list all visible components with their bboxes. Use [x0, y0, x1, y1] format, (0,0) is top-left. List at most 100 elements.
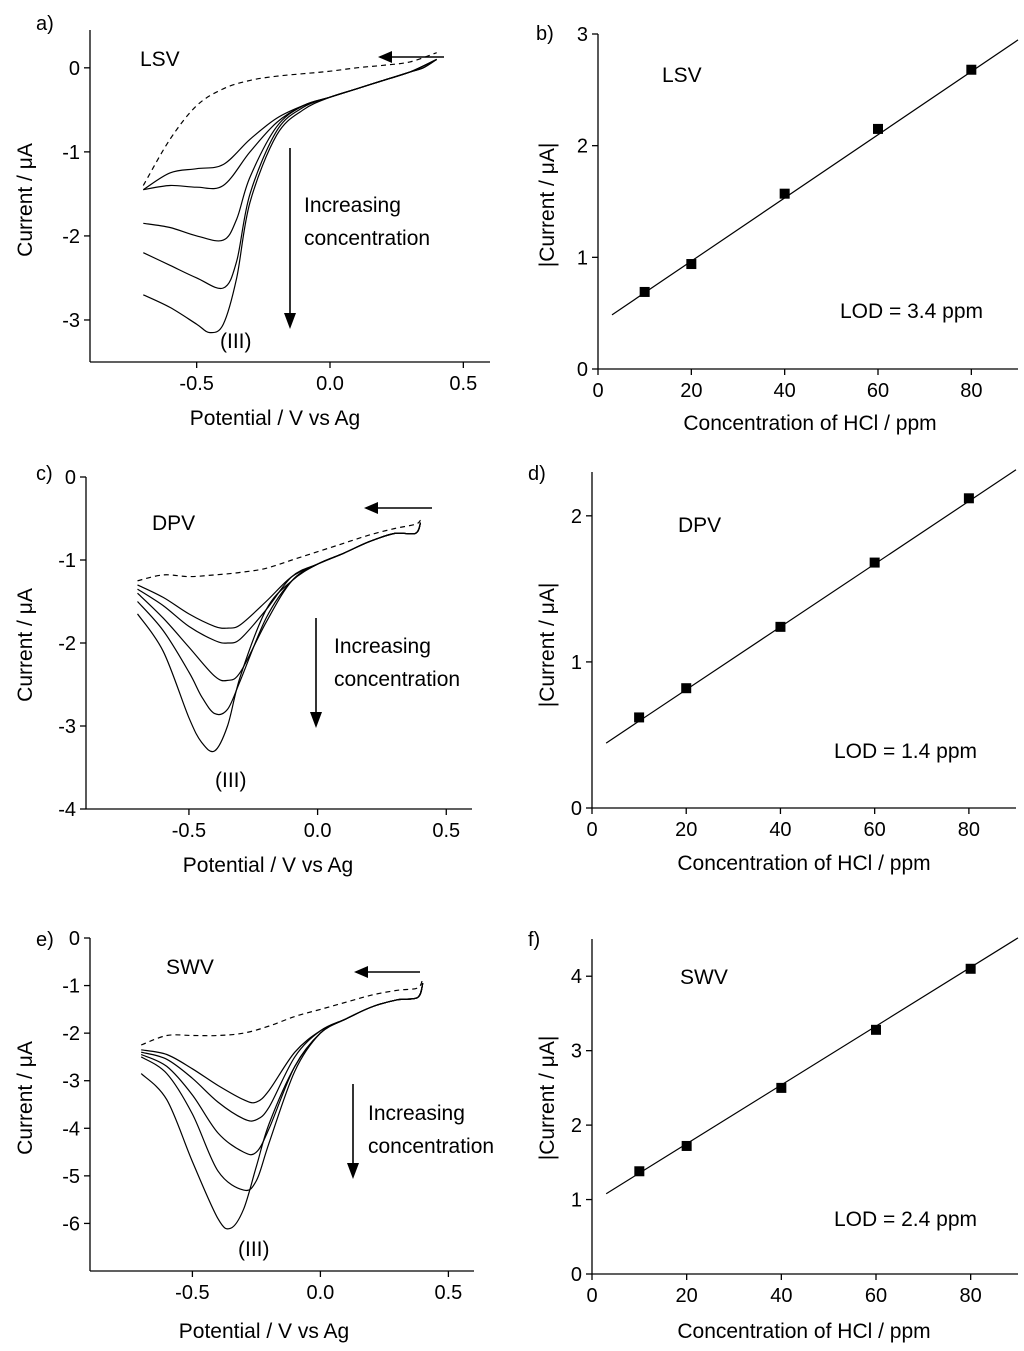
x-tick-label-d: 0	[586, 819, 597, 841]
method-label-e: SWV	[166, 956, 214, 979]
y-tick-label-f: 4	[571, 966, 582, 988]
y-tick-label-e: -4	[62, 1118, 80, 1140]
data-point-d	[869, 557, 880, 568]
y-tick-label-a: 0	[69, 58, 80, 80]
series-c5-a	[143, 58, 437, 334]
panel-label-b: b)	[536, 23, 554, 45]
x-axis-title-d: Concentration of HCl / ppm	[677, 852, 930, 875]
x-tick-label-b: 0	[592, 380, 603, 402]
x-axis-title-f: Concentration of HCl / ppm	[677, 1320, 930, 1343]
method-label-b: LSV	[662, 64, 702, 87]
data-point-f	[871, 1024, 881, 1035]
peak-label-c: (III)	[215, 769, 247, 792]
annotation-c: Increasing concentration	[334, 635, 460, 691]
y-tick-label-e: 0	[69, 928, 80, 950]
data-point-b	[966, 64, 977, 75]
data-point-b	[639, 286, 650, 297]
fit-line-f	[605, 937, 1019, 1195]
method-label-a: LSV	[140, 48, 180, 71]
panel-label-a: a)	[36, 13, 54, 35]
x-tick-label-b: 40	[774, 380, 796, 402]
blank-trace-c	[137, 519, 421, 582]
data-point-d	[681, 683, 692, 694]
concentration-arrow-e	[347, 1084, 359, 1179]
annotation-e: Increasing concentration	[368, 1102, 494, 1158]
fit-line-d	[605, 469, 1017, 744]
y-tick-label-a: -3	[62, 310, 80, 332]
scan-direction-arrow-c	[364, 502, 432, 514]
y-axis-title-c: Current / μA	[14, 588, 37, 702]
chart-c: c) DPV Current / μA Potential / V vs Ag …	[14, 463, 472, 877]
chart-b: b) LSV |Current / μA| Concentration of H…	[536, 23, 1019, 435]
chart-a: a) LSV Current / μA Potential / V vs Ag …	[14, 13, 490, 430]
y-tick-label-c: -1	[58, 550, 76, 572]
y-tick-label-d: 0	[571, 798, 582, 820]
x-axis-title-c: Potential / V vs Ag	[183, 854, 353, 877]
x-tick-label-b: 60	[867, 380, 889, 402]
y-tick-label-d: 2	[571, 506, 582, 528]
y-tick-label-a: -1	[62, 142, 80, 164]
data-point-b	[779, 188, 790, 199]
fit-line-b	[611, 39, 1019, 316]
x-tick-label-f: 60	[865, 1285, 887, 1307]
peak-label-a: (III)	[220, 330, 252, 353]
y-tick-label-c: -4	[58, 799, 76, 821]
annotation-a: Increasing concentration	[304, 194, 430, 250]
chart-f: f) SWV |Current / μA| Concentration of H…	[528, 929, 1019, 1343]
panel-label-d: d)	[528, 463, 546, 485]
lod-label-d: LOD = 1.4 ppm	[834, 740, 977, 763]
x-tick-label-a: -0.5	[179, 373, 213, 395]
y-axis-title-f: |Current / μA|	[536, 1036, 559, 1161]
method-label-c: DPV	[152, 512, 195, 535]
x-axis-title-e: Potential / V vs Ag	[179, 1320, 349, 1343]
y-tick-label-c: 0	[65, 467, 76, 489]
data-point-d	[634, 712, 645, 723]
y-tick-label-b: 0	[577, 359, 588, 381]
series-c5-e	[140, 982, 424, 1230]
y-tick-label-a: -2	[62, 226, 80, 248]
y-axis-title-a: Current / μA	[14, 143, 37, 257]
y-tick-label-d: 1	[571, 652, 582, 674]
method-label-f: SWV	[680, 966, 728, 989]
x-tick-label-c: -0.5	[172, 820, 206, 842]
series-c4-e	[140, 982, 424, 1192]
concentration-arrow-a	[284, 148, 296, 329]
x-tick-label-d: 20	[675, 819, 697, 841]
x-tick-label-d: 60	[864, 819, 886, 841]
scan-direction-arrow-e	[354, 966, 420, 978]
y-tick-label-e: -3	[62, 1071, 80, 1093]
scan-direction-arrow-a	[378, 51, 444, 63]
data-point-b	[873, 123, 883, 134]
data-point-f	[681, 1140, 692, 1151]
panel-label-c: c)	[36, 463, 53, 485]
x-tick-label-e: -0.5	[175, 1282, 209, 1304]
x-tick-label-d: 40	[769, 819, 791, 841]
x-tick-label-f: 0	[586, 1285, 597, 1307]
y-tick-label-f: 3	[571, 1041, 582, 1063]
x-tick-label-c: 0.5	[432, 820, 460, 842]
panel-label-f: f)	[528, 929, 540, 951]
concentration-arrow-c	[310, 618, 322, 728]
y-tick-label-b: 1	[577, 247, 588, 269]
chart-e: e) SWV Current / μA Potential / V vs Ag …	[14, 928, 494, 1343]
y-tick-label-f: 0	[571, 1264, 582, 1286]
data-point-d	[775, 621, 786, 632]
y-tick-label-e: -6	[62, 1213, 80, 1235]
x-tick-label-a: 0.5	[449, 373, 477, 395]
x-tick-label-c: 0.0	[304, 820, 332, 842]
x-tick-label-e: 0.5	[434, 1282, 462, 1304]
x-tick-label-f: 20	[676, 1285, 698, 1307]
x-tick-label-b: 20	[680, 380, 702, 402]
x-axis-title-a: Potential / V vs Ag	[190, 407, 360, 430]
y-tick-label-e: -2	[62, 1023, 80, 1045]
annotation-line2-e: concentration	[368, 1135, 494, 1158]
panel-label-e: e)	[36, 929, 54, 951]
y-axis-title-e: Current / μA	[14, 1041, 37, 1155]
x-tick-label-a: 0.0	[316, 373, 344, 395]
data-point-b	[686, 259, 697, 270]
x-axis-title-b: Concentration of HCl / ppm	[683, 412, 936, 435]
peak-label-e: (III)	[238, 1238, 270, 1261]
series-c5-c	[137, 522, 422, 753]
x-tick-label-f: 40	[770, 1285, 792, 1307]
data-point-d	[963, 493, 974, 504]
